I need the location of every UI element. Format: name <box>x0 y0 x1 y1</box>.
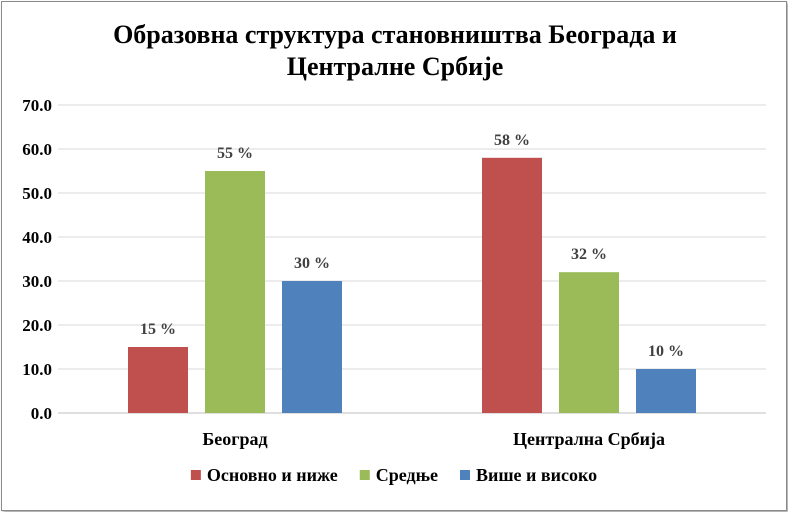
y-tick-label: 20.0 <box>22 316 52 335</box>
legend-swatch-1 <box>190 470 201 480</box>
legend-label: Више и високо <box>476 465 597 485</box>
x-category-label: Београд <box>202 429 267 449</box>
data-label: 32 % <box>571 246 607 263</box>
y-tick-label: 60.0 <box>22 140 52 159</box>
bars <box>128 157 696 413</box>
bar-3-1 <box>282 281 342 413</box>
bar-1-2 <box>482 157 542 413</box>
legend-swatch-2 <box>359 470 370 480</box>
bar-3-2 <box>636 369 696 413</box>
y-tick-label: 30.0 <box>22 272 52 291</box>
data-label: 58 % <box>494 132 530 149</box>
y-tick-label: 70.0 <box>22 96 52 115</box>
x-axis: Београд Централна Србија <box>202 429 665 449</box>
data-labels: 15 % 55 % 30 % 58 % 32 % 10 % <box>140 132 684 360</box>
data-label: 30 % <box>294 255 330 272</box>
y-tick-label: 50.0 <box>22 184 52 203</box>
y-tick-label: 0.0 <box>31 404 52 423</box>
data-label: 55 % <box>217 145 253 162</box>
bar-2-1 <box>205 171 265 413</box>
data-label: 15 % <box>140 321 176 338</box>
legend-label: Основно и ниже <box>207 465 338 485</box>
legend-label: Средње <box>376 465 438 485</box>
legend: Основно и ниже Средње Више и високо <box>190 465 597 485</box>
y-axis: 0.0 10.0 20.0 30.0 40.0 50.0 60.0 70.0 <box>22 96 52 423</box>
data-label: 10 % <box>648 343 684 360</box>
legend-swatch-3 <box>459 470 470 480</box>
chart-title-line-2: Централне Србије <box>287 52 504 81</box>
y-tick-label: 10.0 <box>22 360 52 379</box>
bar-2-2 <box>559 272 619 413</box>
x-category-label: Централна Србија <box>513 429 665 449</box>
y-tick-label: 40.0 <box>22 228 52 247</box>
chart-title-line-1: Образовна структура становништва Београд… <box>113 20 677 49</box>
bar-1-1 <box>128 347 188 413</box>
